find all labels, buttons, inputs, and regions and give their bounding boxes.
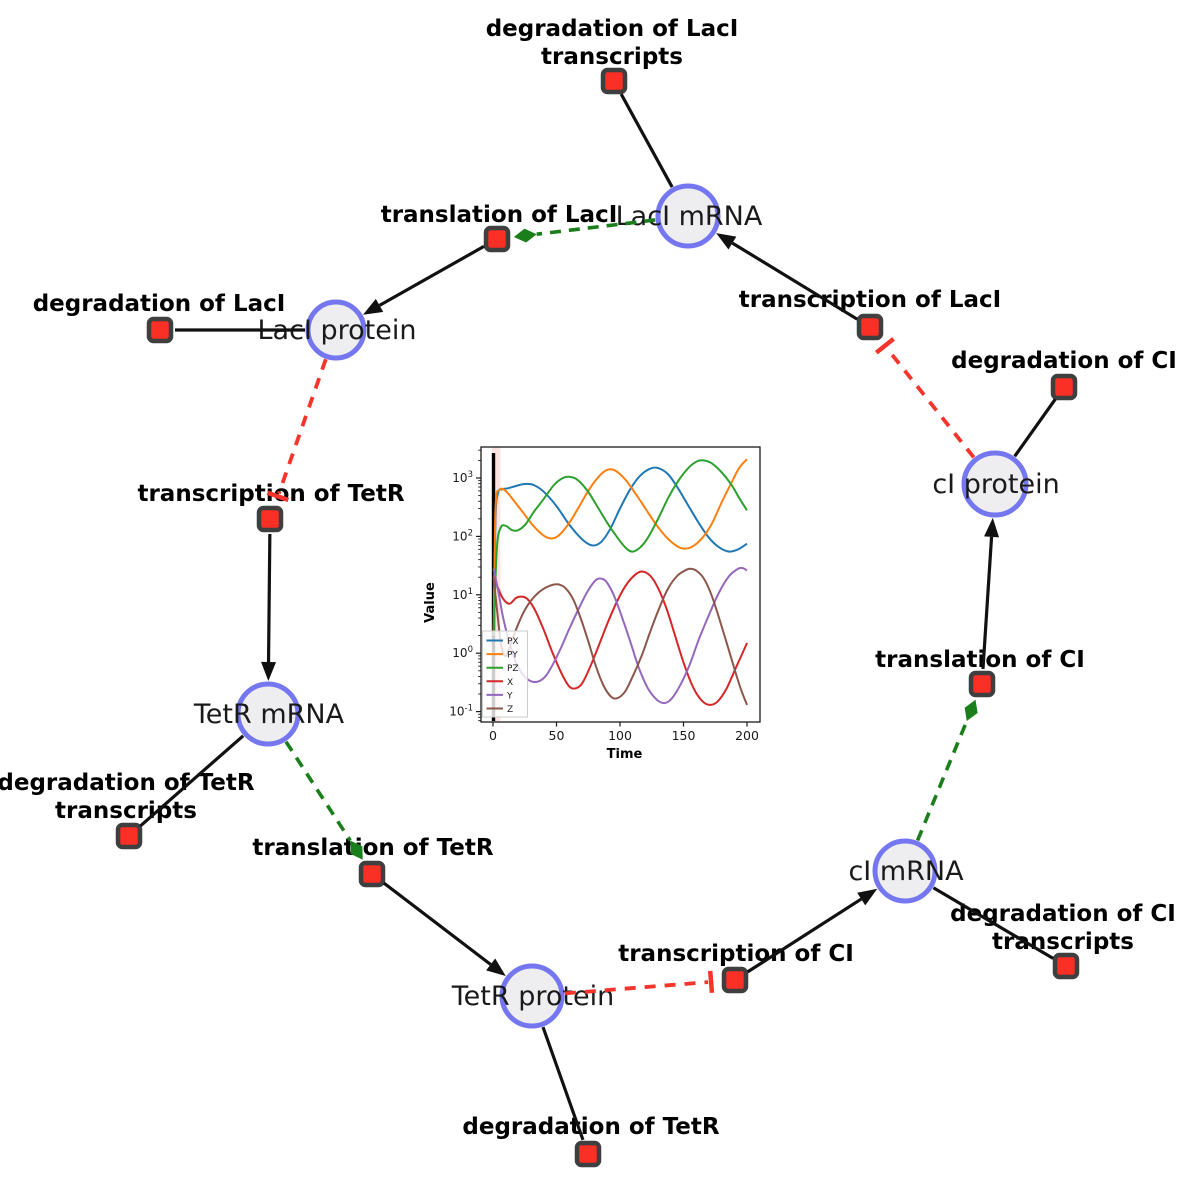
- legend-label-PZ: PZ: [507, 664, 519, 674]
- chart-series-PY: [492, 458, 748, 636]
- species-label-tetr_mrna: TetR mRNA: [193, 699, 345, 730]
- chart-ylabel: Value: [423, 582, 438, 623]
- reaction-label-deg_laci_tr-line0: degradation of LacI: [486, 16, 739, 42]
- edge-line-deg_ci-to-ci_protein: [1013, 398, 1057, 458]
- species-label-laci_mrna: LacI mRNA: [616, 201, 763, 232]
- reaction-label-deg_tetr_tr-line0: degradation of TetR: [0, 770, 255, 796]
- reaction-node-transl_ci: [968, 670, 996, 698]
- chart-xtick-0: 0: [489, 728, 497, 743]
- reaction-label-deg_ci_tr-line0: degradation of CI: [950, 901, 1176, 927]
- legend-label-X: X: [507, 678, 513, 688]
- chart-curves: [492, 458, 748, 706]
- chart-ytick-1e0: 100: [452, 645, 473, 660]
- species-node-tetr_mrna: [235, 681, 301, 747]
- edge-inhibition-tetr_protein-to-transcr_ci: [564, 970, 715, 996]
- reaction-label-deg_ci-line0: degradation of CI: [951, 348, 1177, 374]
- edge-arrow-transl_ci-to-ci_protein: [981, 517, 1000, 670]
- chart-series-X: [492, 570, 748, 706]
- chart-series-Z: [492, 567, 748, 706]
- reaction-label-deg_tetr-line0: degradation of TetR: [462, 1114, 719, 1140]
- reaction-node-transl_tetr: [358, 860, 386, 888]
- diamond-arrowhead-icon: [964, 699, 978, 721]
- chart-series-PX: [492, 466, 748, 636]
- reaction-node-deg_tetr_tr: [115, 822, 143, 850]
- chart-series-PZ: [492, 459, 748, 636]
- species-node-laci_mrna: [655, 183, 721, 249]
- reaction-node-transl_laci: [483, 225, 511, 253]
- inset-chart: 0 50 100 150 200Time10-1100101102103ValuePXP…: [423, 446, 761, 762]
- reaction-node-deg_laci_tr: [600, 67, 628, 95]
- edges-layer: [139, 93, 1057, 1141]
- chart-ytick-1e3: 103: [452, 470, 473, 485]
- chart-legend: PX PY PZ XYZ: [482, 630, 528, 718]
- edge-line-deg_tetr_tr-to-tetr_mrna: [139, 734, 245, 828]
- chart-xtick-150: 150: [672, 728, 696, 743]
- edge-modifier-ci_mrna-to-transl_ci: [915, 699, 978, 842]
- nodes-layer: [115, 67, 1080, 1168]
- reaction-label-transl_ci-line0: translation of CI: [875, 647, 1085, 673]
- species-node-ci_mrna: [872, 838, 938, 904]
- chart-ytick-1e2: 102: [452, 528, 473, 543]
- edge-inhibition-ci_protein-to-transcr_laci: [874, 337, 976, 459]
- arrowhead-icon: [486, 958, 506, 976]
- reaction-label-deg_ci_tr-line1: transcripts: [992, 929, 1134, 955]
- reaction-label-deg_laci_tr-line1: transcripts: [541, 44, 683, 70]
- reaction-node-deg_laci: [146, 316, 174, 344]
- reaction-node-deg_ci: [1050, 373, 1078, 401]
- diamond-arrowhead-icon: [350, 840, 363, 860]
- reaction-label-deg_laci-line0: degradation of LacI: [33, 291, 286, 317]
- edge-arrow-transl_laci-to-laci_protein: [362, 244, 485, 315]
- species-node-tetr_protein: [499, 963, 565, 1029]
- reaction-node-deg_tetr: [574, 1140, 602, 1168]
- legend-label-PX: PX: [507, 637, 519, 647]
- chart-ytick-1e-1: 10-1: [449, 704, 473, 719]
- arrowhead-icon: [261, 661, 277, 682]
- chart-xtick-50: 50: [549, 728, 565, 743]
- reaction-node-transcr_tetr: [256, 505, 284, 533]
- legend-label-Z: Z: [507, 705, 513, 715]
- edge-line-deg_laci_tr-to-laci_mrna: [619, 93, 674, 188]
- diamond-arrowhead-icon: [513, 228, 537, 243]
- reaction-node-deg_ci_tr: [1052, 952, 1080, 980]
- species-label-ci_mrna: cI mRNA: [848, 856, 964, 887]
- reaction-label-transcr_ci-line0: transcription of CI: [618, 941, 854, 967]
- chart-xlabel: Time: [607, 747, 643, 762]
- reaction-label-transl_tetr-line0: translation of TetR: [252, 835, 493, 861]
- edge-arrow-transcr_laci-to-laci_mrna: [716, 233, 859, 321]
- edge-line-deg_ci_tr-to-ci_mrna: [932, 886, 1054, 960]
- edge-arrow-transcr_tetr-to-tetr_mrna: [261, 533, 277, 682]
- chart-ytick-1e1: 101: [452, 587, 473, 602]
- edge-modifier-tetr_mrna-to-transl_tetr: [284, 740, 363, 860]
- chart-xtick-100: 100: [608, 728, 632, 743]
- species-node-ci_protein: [961, 450, 1029, 518]
- species-label-ci_protein: cI protein: [932, 469, 1059, 500]
- tbar-inhibition-icon: [874, 337, 895, 355]
- reaction-node-transcr_laci: [856, 313, 884, 341]
- edge-arrow-transcr_ci-to-ci_mrna: [746, 888, 878, 974]
- arrowhead-icon: [857, 888, 878, 906]
- edge-line-deg_tetr-to-tetr_protein: [541, 1026, 585, 1141]
- edge-inhibition-laci_protein-to-transcr_tetr: [266, 358, 328, 503]
- legend-label-PY: PY: [507, 651, 518, 661]
- species-node-laci_protein: [305, 299, 367, 361]
- reaction-label-deg_tetr_tr-line1: transcripts: [55, 798, 197, 824]
- species-label-tetr_protein: TetR protein: [451, 981, 614, 1012]
- reaction-label-transl_laci-line0: translation of LacI: [381, 202, 618, 228]
- arrowhead-icon: [984, 517, 1000, 538]
- edge-modifier-laci_mrna-to-transl_laci: [513, 218, 656, 243]
- reaction-label-transcr_laci-line0: transcription of LacI: [739, 287, 1002, 313]
- legend-label-Y: Y: [506, 691, 513, 701]
- tbar-inhibition-icon: [266, 490, 290, 503]
- chart-xtick-200: 200: [735, 728, 759, 743]
- tbar-inhibition-icon: [707, 970, 715, 994]
- reaction-node-transcr_ci: [721, 966, 749, 994]
- edge-arrow-transl_tetr-to-tetr_protein: [382, 881, 506, 976]
- arrowhead-icon: [716, 233, 737, 250]
- legend-box: [482, 630, 528, 718]
- arrowhead-icon: [362, 298, 384, 315]
